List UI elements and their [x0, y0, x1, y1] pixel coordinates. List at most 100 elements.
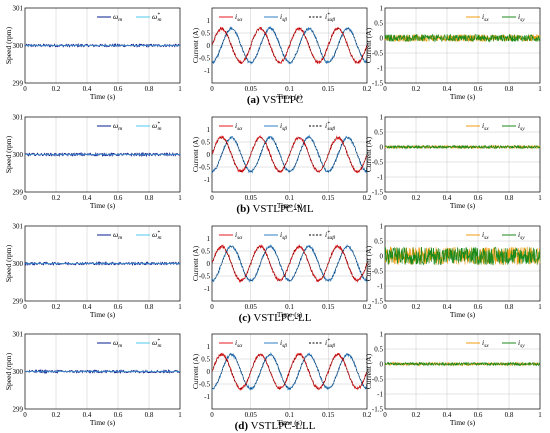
current-panel-xtick-label: 0.2 [363, 411, 372, 419]
speed-panel-xtick-label: 1 [178, 303, 182, 311]
xy-current-panel-axes: 0 0.2 0.4 0.6 0.8 1 -1.5 -1 -0.5 0 0.5 1 Time (s) Cur… [364, 223, 542, 320]
speed-panel-xtick-label: 0.8 [145, 303, 154, 311]
speed-panel-xtick-label: 0.2 [52, 85, 61, 93]
xy-current-panel-ytick-label: -1.5 [372, 298, 384, 306]
speed-panel-xtick-label: 0.8 [145, 194, 154, 202]
xy-current-panel-xtick-label: 0.6 [474, 303, 483, 311]
xy-current-panel-xtick-label: 0.2 [412, 194, 421, 202]
speed-legend: ωm ω* m [97, 121, 162, 132]
speed-panel-xtick-label: 0.6 [114, 411, 123, 419]
speed-panel-axes: 0 0.2 0.4 0.6 0.8 1 299 300 301 Time (s) Speed (rp… [4, 114, 182, 211]
speed-panel-ytick-label: 301 [13, 5, 24, 13]
speed-panel-ytick-label: 301 [13, 223, 24, 231]
legend-label-iref: i* sαβ [325, 338, 335, 349]
legend-label-wm: ωm [113, 230, 122, 241]
current-panel-axes: 0 0.05 0.1 0.15 0.2 -1 -0.5 0 0.5 1 Time (s) Curren… [191, 7, 372, 101]
current-panel-ylabel: Current (A) [191, 245, 200, 281]
current-panel-ytick-label: -0.5 [199, 273, 211, 281]
xy-current-panel-ytick-label: 0 [380, 361, 384, 369]
current-panel-ytick-label: 0 [207, 368, 211, 376]
speed-panel-xtick-label: 0.2 [52, 303, 61, 311]
xy-current-panel-xtick-label: 0.4 [443, 411, 452, 419]
current-panel-xtick-label: 0.05 [245, 303, 258, 311]
current-panel-ytick-label: 0.5 [201, 356, 210, 364]
caption-b: (b) VSTLPC-ML [236, 203, 314, 215]
current-panel-xlabel: Time (s) [277, 310, 303, 319]
speed-panel-xlabel: Time (s) [90, 201, 116, 210]
xy-current-legend: isx isy [466, 230, 525, 241]
legend-label-iref: i* sαβ [325, 12, 335, 23]
xy-current-panel-xtick-label: 0.6 [474, 194, 483, 202]
current-panel-ytick-label: 0 [207, 260, 211, 268]
xy-current-panel-frame [384, 116, 541, 193]
xy-current-panel-ylabel: Current (A) [364, 27, 373, 63]
speed-panel-ytick-label: 300 [13, 42, 24, 50]
xy-current-panel-ytick-label: -1.5 [372, 80, 384, 88]
xy-current-panel-xtick-label: 0.2 [412, 85, 421, 93]
current-legend: isα isβ i* sαβ [219, 121, 335, 132]
xy-current-panel-xtick-label: 1 [538, 411, 542, 419]
xy-current-panel-xtick-label: 0.4 [443, 303, 452, 311]
xy-current-panel-frame [384, 333, 541, 410]
speed-panel-ytick-label: 299 [13, 80, 24, 88]
legend-label-iref: i* sαβ [325, 230, 335, 241]
current-panel-ytick-label: 0 [207, 151, 211, 159]
current-panel-ytick-label: 1 [207, 343, 211, 351]
current-ref-beta-line [212, 137, 367, 172]
xy-current-panel-xtick-label: 0 [383, 303, 387, 311]
xy-current-panel-ytick-label: -1.5 [372, 189, 384, 197]
xy-current-panel-axes: 0 0.2 0.4 0.6 0.8 1 -1.5 -1 -0.5 0 0.5 1 Time (s) Cur… [364, 114, 542, 211]
xy-current-panel-ytick-label: 1 [380, 5, 384, 13]
speed-panel-ylabel: Speed (rpm) [4, 135, 13, 173]
speed-panel-xtick-label: 0.4 [83, 303, 92, 311]
speed-panel-ytick-label: 299 [13, 189, 24, 197]
current-panel-ytick-label: -1 [204, 67, 210, 75]
current-panel-ytick-label: 0.5 [201, 248, 210, 256]
legend-label-isx: isx [482, 230, 489, 241]
current-panel-axes: 0 0.05 0.1 0.15 0.2 -1 -0.5 0 0.5 1 Time (s) Curren… [191, 225, 372, 319]
current-panel-xlabel: Time (s) [277, 418, 303, 427]
current-panel-xtick-label: 0 [210, 303, 214, 311]
xy-current-panel-ytick-label: 0 [380, 144, 384, 152]
current-ref-beta-line [212, 246, 367, 281]
current-ref-alpha-line [211, 354, 368, 389]
xy-current-panel-ytick-label: -1 [377, 283, 383, 291]
xy-current-legend: isx isy [466, 121, 525, 132]
legend-label-ialpha: isα [235, 230, 242, 241]
current-panel-xtick-label: 0.1 [285, 194, 294, 202]
speed-panel-ylabel: Speed (rpm) [4, 352, 13, 390]
speed-panel-xtick-label: 1 [178, 194, 182, 202]
xy-current-panel-ytick-label: 1 [380, 114, 384, 122]
speed-panel-xtick-label: 0 [23, 303, 27, 311]
current-panel-ytick-label: 0 [207, 42, 211, 50]
xy-current-panel-xtick-label: 0.8 [505, 194, 514, 202]
xy-current-panel-ytick-label: -1 [377, 65, 383, 73]
speed-panel-xtick-label: 0.8 [145, 411, 154, 419]
xy-current-panel-xtick-label: 0.4 [443, 85, 452, 93]
xy-current-legend: isx isy [466, 338, 525, 349]
current-panel-ylabel: Current (A) [191, 136, 200, 172]
current-panel-ytick-label: -0.5 [199, 164, 211, 172]
current-panel-ylabel: Current (A) [191, 27, 200, 63]
current-panel-ytick-label: 1 [207, 126, 211, 134]
xy-current-panel-ytick-label: 1 [380, 223, 384, 231]
speed-panel-xtick-label: 0.6 [114, 194, 123, 202]
speed-panel-xtick-label: 0.6 [114, 85, 123, 93]
speed-panel-xtick-label: 0.2 [52, 194, 61, 202]
xy-current-panel-xtick-label: 0.2 [412, 303, 421, 311]
speed-panel-ytick-label: 299 [13, 406, 24, 414]
caption-c: (c) VSTLPC-LL [238, 312, 312, 324]
current-panel-xtick-label: 0 [210, 411, 214, 419]
speed-panel-xtick-label: 1 [178, 411, 182, 419]
current-panel-xtick-label: 0.1 [285, 85, 294, 93]
current-panel-xtick-label: 0.2 [363, 303, 372, 311]
speed-legend: ωm ω* m [97, 230, 162, 241]
legend-label-ibeta: isβ [280, 338, 287, 349]
xy-current-panel-ytick-label: 0.5 [374, 346, 383, 354]
speed-panel-ytick-label: 301 [13, 114, 24, 122]
xy-current-panel-xtick-label: 1 [538, 194, 542, 202]
speed-measured-line [24, 42, 181, 48]
current-legend: isα isβ i* sαβ [219, 230, 335, 241]
current-ref-beta-line [212, 28, 367, 63]
xy-current-panel-xtick-label: 0.6 [474, 85, 483, 93]
